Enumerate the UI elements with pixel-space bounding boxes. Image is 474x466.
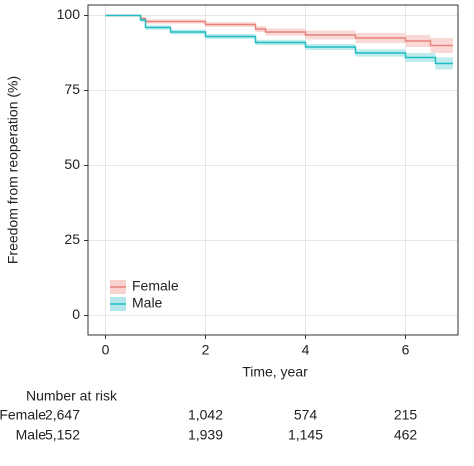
y-tick-label: 75 bbox=[64, 81, 80, 97]
risk-row-label: Female bbox=[0, 407, 46, 423]
risk-count: 5,152 bbox=[45, 427, 80, 443]
risk-count: 574 bbox=[294, 407, 318, 423]
x-tick-label: 4 bbox=[302, 342, 310, 358]
y-tick-label: 100 bbox=[57, 6, 81, 22]
x-tick-label: 2 bbox=[202, 342, 210, 358]
risk-count: 215 bbox=[394, 407, 418, 423]
plot-border bbox=[87, 4, 459, 336]
y-tick-label: 50 bbox=[64, 156, 80, 172]
x-tick-label: 0 bbox=[102, 342, 110, 358]
x-axis-label: Time, year bbox=[242, 364, 308, 380]
survival-line bbox=[105, 14, 453, 65]
y-tick-label: 25 bbox=[64, 231, 80, 247]
risk-count: 462 bbox=[394, 427, 418, 443]
y-axis-label: Freedom from reoperation (%) bbox=[5, 76, 21, 264]
risk-count: 1,939 bbox=[188, 427, 223, 443]
risk-row-label: Male bbox=[16, 427, 47, 443]
x-tick-label: 6 bbox=[402, 342, 410, 358]
legend-label: Male bbox=[132, 295, 163, 311]
risk-table-title: Number at risk bbox=[26, 388, 118, 404]
legend-label: Female bbox=[132, 278, 179, 294]
risk-count: 1,145 bbox=[288, 427, 323, 443]
risk-count: 2,647 bbox=[45, 407, 80, 423]
y-tick-label: 0 bbox=[72, 306, 80, 322]
plot-background bbox=[88, 5, 458, 335]
survival-line bbox=[105, 14, 453, 47]
risk-count: 1,042 bbox=[188, 407, 223, 423]
